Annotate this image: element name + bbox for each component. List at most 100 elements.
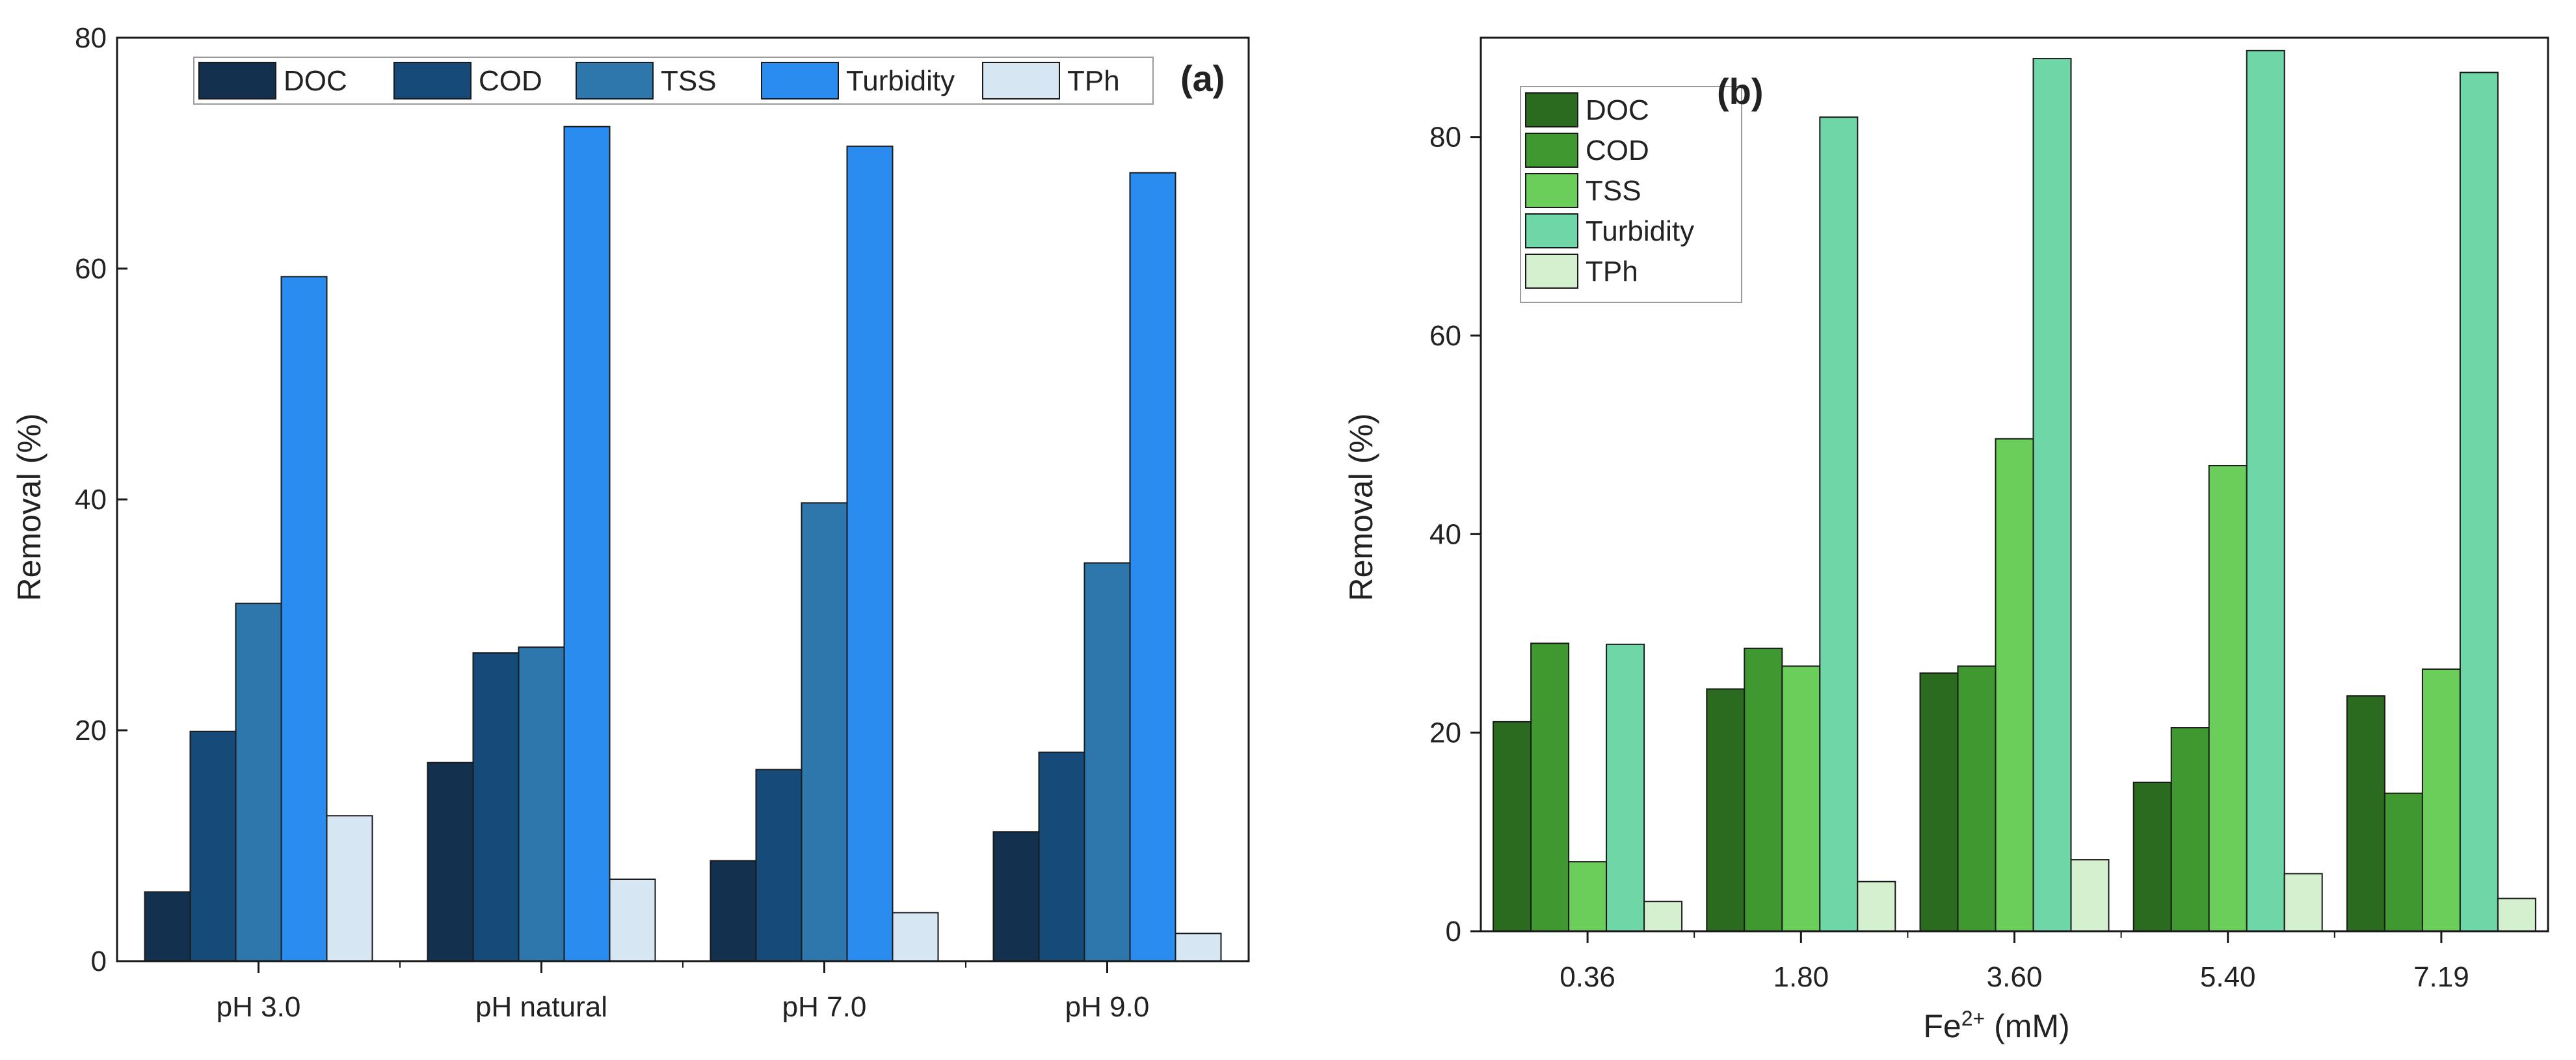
panel-b-x-axis-label-sup: 2+ — [1961, 1007, 1985, 1030]
panel-a-x-tick-label: pH natural — [475, 991, 607, 1023]
panel-a-legend-label-doc: DOC — [284, 65, 347, 97]
panel-b-bar-tph-5 — [2497, 897, 2536, 932]
panel-b-x-axis-label: Fe2+ (mM) — [1923, 1007, 2069, 1044]
panel-b-bar-tss-3 — [1995, 438, 2034, 932]
panel-b-y-tick-label: 80 — [1429, 122, 1461, 153]
panel-b-y-axis-label: Removal (%) — [1343, 414, 1379, 602]
panel-b-y-tick-label: 60 — [1429, 320, 1461, 352]
panel-a-legend-swatch-doc — [198, 62, 276, 99]
panel-b-bar-turbidity-1 — [1606, 643, 1645, 932]
panel-b-bar-turbidity-4 — [2246, 49, 2285, 932]
panel-a-bar-tph-4 — [1175, 933, 1222, 962]
panel-b-x-tick-label: 1.80 — [1773, 961, 1829, 993]
panel-b-bar-doc-1 — [1493, 721, 1532, 932]
panel-a-bar-doc-1 — [144, 891, 191, 962]
chart-panel-a: 0 20 40 60 80 pH 3.0 pH natural pH 7.0 pH 9.0 Re… — [11, 22, 1250, 1023]
panel-b-legend-swatch-cod — [1525, 133, 1578, 168]
panel-a-bar-doc-2 — [427, 762, 474, 962]
panel-a-y-tick-label: 60 — [75, 253, 107, 285]
panel-a-bar-turbidity-2 — [563, 126, 611, 962]
panel-a-bar-tss-3 — [801, 502, 848, 962]
panel-b-bar-tss-1 — [1568, 861, 1608, 932]
panel-a-bar-tph-3 — [892, 912, 939, 962]
panel-a-bar-cod-1 — [189, 730, 237, 962]
panel-b-bar-turbidity-3 — [2032, 58, 2072, 932]
panel-a-x-tick-label: pH 3.0 — [217, 991, 301, 1023]
panel-b-y-tick-label: 40 — [1429, 518, 1461, 550]
panel-a-bar-tph-1 — [326, 815, 373, 962]
panel-a-bar-cod-4 — [1038, 751, 1085, 962]
panel-b-bar-cod-2 — [1744, 647, 1783, 933]
panel-b-legend-label-cod: COD — [1586, 135, 1649, 166]
panel-b-bar-cod-4 — [2170, 727, 2210, 932]
panel-b-y-tick-label: 0 — [1446, 916, 1461, 947]
panel-b-axes: 0 20 40 60 80 0.36 1.80 3.60 5.40 7.19 — [1429, 36, 2549, 993]
panel-b-bar-cod-1 — [1530, 643, 1570, 932]
panel-a-x-tick-label: pH 7.0 — [782, 991, 867, 1023]
panel-b-bar-tss-4 — [2208, 464, 2248, 932]
panel-a-bars — [144, 126, 1222, 962]
panel-b-legend-label-tph: TPh — [1586, 256, 1638, 287]
panel-a-bar-tss-4 — [1083, 562, 1131, 962]
panel-b-bar-turbidity-5 — [2459, 72, 2499, 932]
panel-a-legend-swatch-tph — [982, 62, 1060, 99]
panel-a-bar-tss-2 — [518, 646, 565, 962]
panel-b-bar-cod-3 — [1957, 665, 1997, 932]
panel-b-bar-turbidity-2 — [1819, 116, 1859, 933]
panel-a-legend-label-tph: TPh — [1067, 65, 1120, 97]
panel-a-legend-label-tss: TSS — [661, 65, 717, 97]
panel-b-bar-doc-4 — [2132, 782, 2172, 932]
panel-b-legend-label-doc: DOC — [1586, 94, 1649, 126]
panel-b-bar-tss-5 — [2421, 668, 2461, 932]
panel-b-x-tick-label: 5.40 — [2200, 961, 2256, 993]
panel-b-legend-label-tss: TSS — [1586, 175, 1641, 207]
panel-a-bar-doc-3 — [710, 860, 757, 962]
panel-b-bar-doc-2 — [1706, 688, 1746, 932]
panel-a-legend-swatch-tss — [576, 62, 654, 99]
panel-b-bar-cod-5 — [2383, 792, 2423, 932]
panel-b-legend-swatch-tph — [1525, 254, 1578, 289]
panel-b-bar-tph-3 — [2070, 859, 2110, 932]
panel-a-legend-label-cod: COD — [479, 65, 542, 97]
panel-a-bar-tph-2 — [609, 878, 656, 962]
panel-b-bar-tph-4 — [2283, 873, 2323, 933]
panel-b-bar-doc-5 — [2346, 695, 2385, 933]
panel-a-x-tick-label: pH 9.0 — [1065, 991, 1150, 1023]
panel-b-legend-swatch-tss — [1525, 173, 1578, 208]
panel-a-legend-swatch-cod — [393, 62, 471, 99]
panel-a-bar-tss-1 — [235, 602, 282, 962]
panel-a-label: (a) — [1180, 58, 1225, 99]
panel-b-legend-label-turbidity: Turbidity — [1586, 215, 1694, 247]
panel-b-x-tick-label: 7.19 — [2413, 961, 2469, 993]
panel-b-legend: DOC COD TSS Turbidity TPh — [1520, 86, 1742, 303]
panel-a-legend: DOC COD TSS Turbidity TPh — [193, 57, 1154, 105]
panel-a-bar-cod-3 — [755, 769, 803, 962]
panel-b-y-tick-label: 20 — [1429, 717, 1461, 749]
panel-b-x-axis-label-unit: (mM) — [1985, 1008, 2070, 1044]
panel-b-bar-tph-2 — [1857, 881, 1896, 932]
panel-a-bar-turbidity-1 — [280, 276, 328, 962]
panel-b-label: (b) — [1717, 71, 1764, 112]
panel-a-y-tick-label: 40 — [75, 484, 107, 516]
panel-a-axes: 0 20 40 60 80 pH 3.0 pH natural pH 7.0 pH 9.0 — [75, 22, 1250, 1023]
panel-a-y-tick-label: 20 — [75, 715, 107, 747]
panel-b-bar-tss-2 — [1781, 665, 1821, 932]
panel-b-x-axis-label-main: Fe — [1923, 1008, 1961, 1044]
chart-panel-b: 0 20 40 60 80 0.36 1.80 3.60 5.40 7.19 Removal (%… — [1343, 36, 2549, 1044]
panel-b-legend-swatch-turbidity — [1525, 213, 1578, 248]
panel-b-x-tick-label: 0.36 — [1560, 961, 1615, 993]
panel-a-bar-cod-2 — [472, 652, 520, 962]
panel-a-legend-swatch-turbidity — [761, 62, 839, 99]
panel-b-x-tick-label: 3.60 — [1987, 961, 2043, 993]
panel-a-bar-turbidity-3 — [846, 145, 894, 962]
panel-b-legend-swatch-doc — [1525, 92, 1578, 127]
panel-a-y-axis-label: Removal (%) — [11, 414, 47, 602]
panel-a-y-tick-label: 0 — [91, 946, 107, 977]
panel-b-bar-tph-1 — [1643, 901, 1683, 932]
panel-a-y-tick-label: 80 — [75, 22, 107, 54]
panel-a-legend-label-turbidity: Turbidity — [846, 65, 955, 97]
panel-a-bar-turbidity-4 — [1129, 172, 1176, 962]
panel-b-bar-doc-3 — [1919, 672, 1959, 932]
panel-a-bar-doc-4 — [992, 831, 1040, 962]
